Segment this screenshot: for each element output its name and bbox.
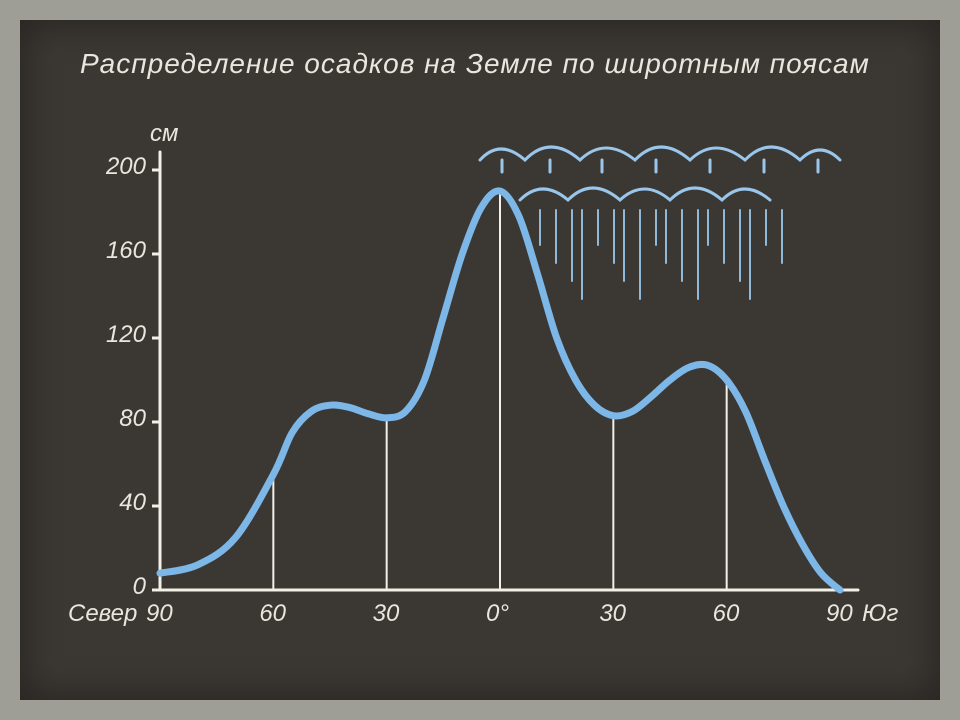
x-tick-label: 30	[599, 600, 626, 628]
x-tick-label: 30	[373, 600, 400, 628]
x-tick-label: 0°	[486, 600, 509, 628]
x-tick-label: 90	[826, 600, 853, 628]
rain-cloud-icon	[480, 147, 840, 299]
y-tick-label: 120	[106, 321, 146, 349]
y-tick-label: 0	[133, 573, 146, 601]
x-tick-label: 90	[146, 600, 173, 628]
y-tick-label: 40	[119, 489, 146, 517]
axes	[160, 152, 858, 590]
y-tick-label: 200	[106, 153, 146, 181]
x-tick-label: 60	[259, 600, 286, 628]
chart-svg	[20, 20, 940, 700]
chalkboard: Распределение осадков на Земле по широтн…	[20, 20, 940, 700]
y-tick-label: 80	[119, 405, 146, 433]
y-tick-label: 160	[106, 237, 146, 265]
x-tick-label: 60	[713, 600, 740, 628]
page-frame: Распределение осадков на Земле по широтн…	[0, 0, 960, 720]
